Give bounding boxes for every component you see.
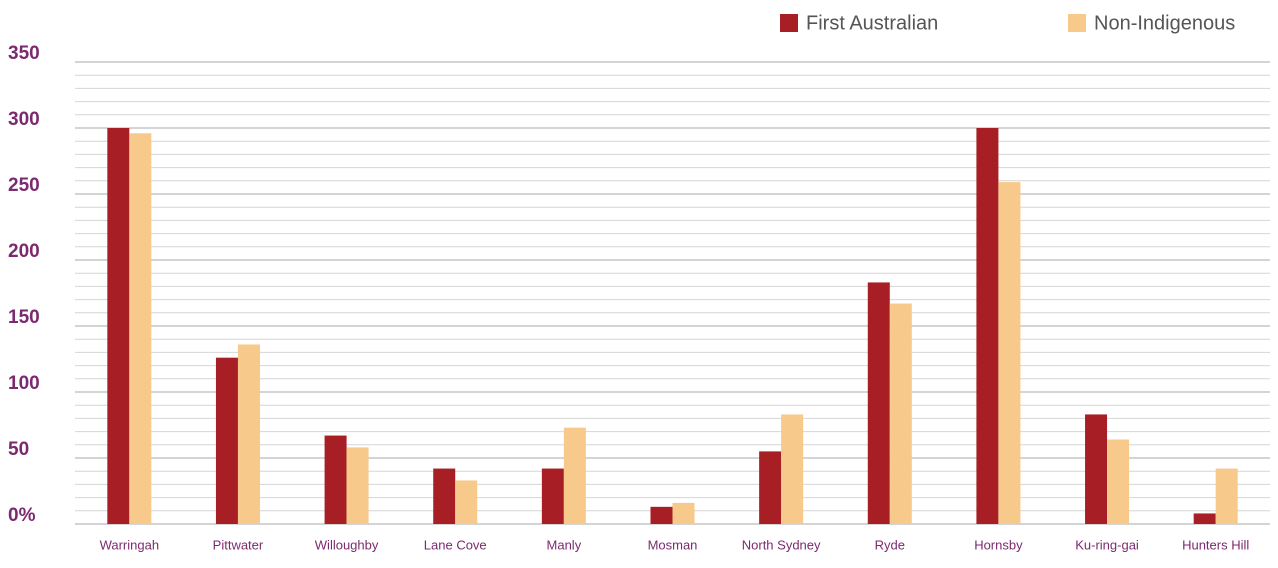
bar	[1193, 513, 1216, 524]
x-tick-label: Hornsby	[974, 537, 1023, 552]
bar	[672, 502, 695, 524]
y-tick-label: 350	[8, 43, 40, 64]
bar	[1215, 468, 1238, 524]
bar	[998, 182, 1021, 524]
bar	[867, 282, 890, 524]
x-tick-label: Manly	[547, 537, 582, 552]
bar	[1085, 414, 1108, 524]
legend-swatch	[780, 14, 798, 32]
bar	[650, 506, 673, 524]
bar	[781, 414, 804, 524]
bar	[541, 468, 564, 524]
bar	[324, 435, 347, 524]
x-tick-label: Hunters Hill	[1182, 537, 1249, 552]
bar	[759, 451, 782, 524]
y-tick-label: 150	[8, 307, 40, 328]
bar	[215, 357, 238, 524]
bar	[433, 468, 456, 524]
bar	[455, 480, 478, 524]
y-tick-label: 300	[8, 109, 40, 130]
x-tick-label: Mosman	[648, 537, 698, 552]
bar	[346, 447, 369, 524]
bar	[237, 344, 260, 524]
bar	[889, 303, 912, 524]
x-tick-label: Warringah	[100, 537, 159, 552]
bar	[1107, 439, 1130, 524]
x-tick-label: North Sydney	[742, 537, 821, 552]
legend-label: Non-Indigenous	[1094, 12, 1235, 34]
bar	[976, 128, 999, 524]
y-tick-label: 100	[8, 373, 40, 394]
bar	[107, 128, 130, 524]
x-tick-label: Lane Cove	[424, 537, 487, 552]
legend-label: First Australian	[806, 12, 938, 34]
y-tick-label: 0%	[8, 505, 36, 526]
legend-swatch	[1068, 14, 1086, 32]
y-tick-label: 50	[8, 439, 29, 460]
y-tick-label: 200	[8, 241, 40, 262]
x-tick-label: Ku-ring-gai	[1075, 537, 1139, 552]
x-tick-label: Ryde	[875, 537, 905, 552]
x-tick-label: Willoughby	[315, 537, 379, 552]
bar	[129, 133, 152, 524]
x-tick-label: Pittwater	[213, 537, 264, 552]
y-tick-label: 250	[8, 175, 40, 196]
bar	[563, 427, 586, 524]
